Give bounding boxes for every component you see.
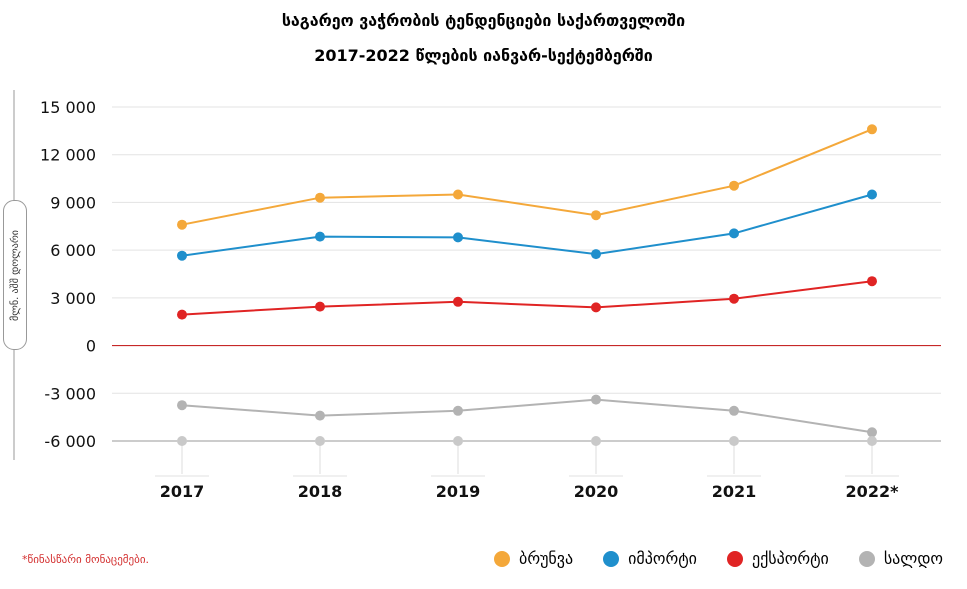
data-point [867, 427, 877, 438]
data-point [177, 309, 187, 320]
legend-dot-import [603, 550, 620, 567]
axis-marker [867, 436, 877, 446]
axis-marker [453, 436, 463, 446]
legend-label-balance: სალდო [883, 549, 943, 568]
y-tick-label: 15 000 [40, 98, 96, 117]
data-point [867, 124, 877, 135]
data-point [591, 249, 601, 260]
legend-label-export: ექსპორტი [751, 549, 829, 568]
chart-subtitle: 2017-2022 წლების იანვარ-სექტემბერში [314, 46, 653, 65]
x-tick-label: 2020 [574, 482, 619, 501]
data-point [867, 276, 877, 287]
y-tick-label: 9 000 [50, 193, 96, 212]
data-point [315, 192, 325, 203]
y-axis-label: მლნ. აშშ დოლარი [9, 229, 21, 321]
footnote: *წინასწარი მონაცემები. [22, 553, 150, 566]
y-axis-label-box: მლნ. აშშ დოლარი [3, 200, 27, 350]
series-line [181, 398, 873, 434]
data-point [315, 231, 325, 242]
data-point [729, 405, 739, 416]
x-tick-label: 2018 [298, 482, 343, 501]
series-line [181, 128, 873, 226]
legend-item-balance: სალდო [858, 549, 943, 568]
data-point [591, 394, 601, 405]
series-line [181, 280, 873, 316]
y-tick-label: 3 000 [50, 289, 96, 308]
axis-marker [315, 436, 325, 446]
chart-title: საგარეო ვაჭრობის ტენდენციები საქართველოშ… [281, 11, 686, 30]
data-point [729, 228, 739, 239]
x-tick-label: 2022* [846, 482, 900, 501]
axis-marker [591, 436, 601, 446]
data-point [177, 219, 187, 230]
data-point [591, 302, 601, 313]
x-tick-label: 2021 [712, 482, 757, 501]
legend-dot-turnover [494, 550, 511, 567]
data-point [315, 410, 325, 421]
data-point [453, 296, 463, 307]
data-point [729, 180, 739, 191]
legend-dot-export [726, 550, 743, 567]
data-point [177, 400, 187, 411]
legend-item-export: ექსპორტი [726, 549, 829, 568]
y-tick-label: 6 000 [50, 241, 96, 260]
data-point [867, 189, 877, 200]
series-line [181, 193, 873, 257]
data-point [453, 405, 463, 416]
x-tick-label: 2019 [436, 482, 481, 501]
legend: ბრუნვა იმპორტი ექსპორტი სალდო [464, 549, 943, 568]
legend-label-import: იმპორტი [628, 549, 697, 568]
data-point [453, 189, 463, 200]
legend-label-turnover: ბრუნვა [519, 549, 574, 568]
data-point [453, 232, 463, 243]
data-point [729, 293, 739, 304]
data-point [315, 301, 325, 312]
legend-item-turnover: ბრუნვა [494, 549, 573, 568]
y-tick-label: 0 [86, 337, 96, 356]
legend-item-import: იმპორტი [603, 549, 697, 568]
x-tick-label: 2017 [160, 482, 205, 501]
legend-dot-balance [858, 550, 875, 567]
y-tick-label: 12 000 [40, 146, 96, 165]
y-tick-label: -3 000 [44, 384, 96, 403]
y-tick-label: -6 000 [44, 432, 96, 451]
axis-marker [729, 436, 739, 446]
data-point [591, 210, 601, 221]
axis-marker [177, 436, 187, 446]
data-point [177, 250, 187, 261]
